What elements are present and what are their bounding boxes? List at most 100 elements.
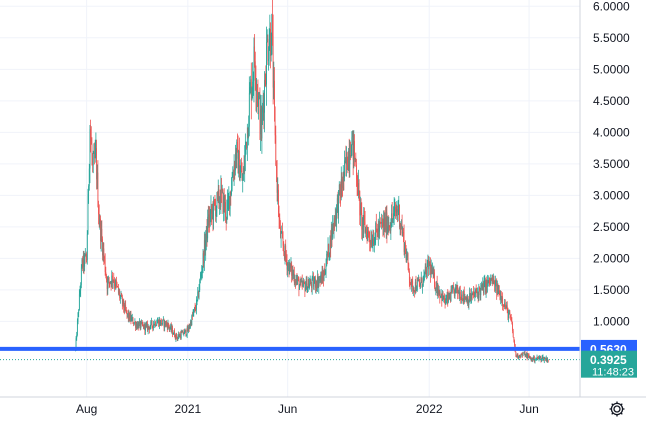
candle-body: [396, 209, 398, 214]
candle-body: [538, 358, 540, 359]
candle-body: [212, 209, 214, 221]
candle-body: [362, 217, 364, 228]
candle-body: [128, 312, 130, 319]
candle-body: [328, 244, 330, 257]
candle-body: [226, 209, 228, 219]
candle-body: [256, 90, 258, 92]
candle-body: [194, 307, 196, 310]
candle-body: [158, 319, 160, 327]
candle-body: [253, 46, 255, 81]
candle-body: [412, 287, 414, 291]
candle-body: [412, 281, 414, 291]
candle-body: [374, 237, 376, 244]
candle-body: [318, 281, 320, 287]
candle-body: [79, 290, 81, 295]
x-tick-label: Aug: [76, 402, 97, 416]
candle-body: [319, 278, 321, 280]
candle-body: [144, 323, 146, 331]
candle-body: [106, 275, 107, 281]
candle-body: [352, 130, 353, 138]
candle-body: [365, 228, 367, 233]
candle-body: [498, 291, 500, 292]
candle-body: [90, 129, 92, 138]
candle-body: [75, 338, 77, 349]
candle-body: [496, 284, 498, 294]
candle-body: [228, 196, 230, 200]
candle-body: [289, 262, 291, 268]
candle-body: [542, 356, 544, 358]
candle-body: [250, 79, 252, 101]
candle-body: [514, 340, 515, 345]
candle-body: [326, 253, 328, 267]
candle-body: [139, 321, 140, 323]
candle-body: [269, 29, 271, 47]
candle-body: [170, 325, 172, 329]
candle-body: [352, 130, 354, 160]
candle-body: [127, 313, 129, 315]
candle-body: [461, 294, 463, 300]
candle-body: [211, 205, 213, 214]
candle-body: [333, 218, 335, 229]
candle-body: [526, 353, 528, 359]
candle-body: [494, 282, 496, 292]
candle-body: [283, 251, 285, 259]
candle-body: [195, 309, 197, 311]
candles: [74, 0, 549, 364]
candle-body: [461, 294, 463, 300]
candle-body: [178, 334, 179, 337]
candle-body: [474, 293, 476, 296]
candle-body: [377, 232, 379, 237]
candle-body: [83, 254, 85, 267]
candle-body: [371, 244, 373, 247]
candle-body: [133, 323, 134, 325]
candle-body: [125, 309, 127, 311]
candle-body: [512, 323, 513, 331]
candle-body: [258, 96, 259, 107]
candle-body: [446, 299, 447, 300]
candle-body: [479, 290, 481, 296]
candle-body: [483, 281, 485, 293]
candle-body: [262, 107, 263, 113]
candle-body: [481, 284, 482, 288]
candle-body: [254, 61, 256, 81]
candle-body: [416, 279, 418, 291]
candle-body: [109, 281, 111, 284]
candle-body: [501, 297, 503, 301]
candle-body: [130, 314, 132, 321]
y-tick-label: 6.0000: [593, 0, 630, 13]
candle-body: [513, 337, 515, 341]
candle-body: [316, 284, 318, 288]
candle-body: [115, 280, 117, 287]
candle-body: [285, 245, 287, 257]
candle-body: [389, 227, 391, 231]
candle-body: [302, 283, 304, 286]
candle-body: [258, 95, 260, 97]
candle-body: [447, 292, 449, 302]
candle-body: [434, 272, 435, 287]
y-axis[interactable]: 1.0000 1.5000 2.0000 2.5000 3.0000 3.5000 4.00…: [579, 0, 630, 397]
candle-body: [423, 274, 425, 276]
candle-body: [278, 212, 280, 218]
candle-body: [404, 242, 406, 252]
candle-body: [295, 281, 297, 283]
candle-body: [426, 269, 427, 277]
x-axis[interactable]: Aug 2021 Jun 2022 Jun: [0, 396, 646, 416]
candle-body: [383, 219, 385, 230]
candle-body: [260, 108, 262, 139]
candle-body: [311, 277, 313, 288]
candle-body: [458, 292, 460, 296]
candle-body: [402, 231, 404, 234]
candle-body: [169, 328, 171, 329]
candle-body: [518, 357, 519, 359]
candle-body: [164, 321, 166, 328]
candle-body: [418, 280, 420, 284]
candle-body: [165, 322, 167, 326]
candle-body: [153, 324, 155, 326]
candle-body: [420, 282, 422, 286]
settings-button[interactable]: [606, 398, 628, 420]
y-tick-label: 3.5000: [593, 157, 630, 171]
candle-body: [451, 289, 453, 292]
candle-body: [416, 290, 418, 291]
